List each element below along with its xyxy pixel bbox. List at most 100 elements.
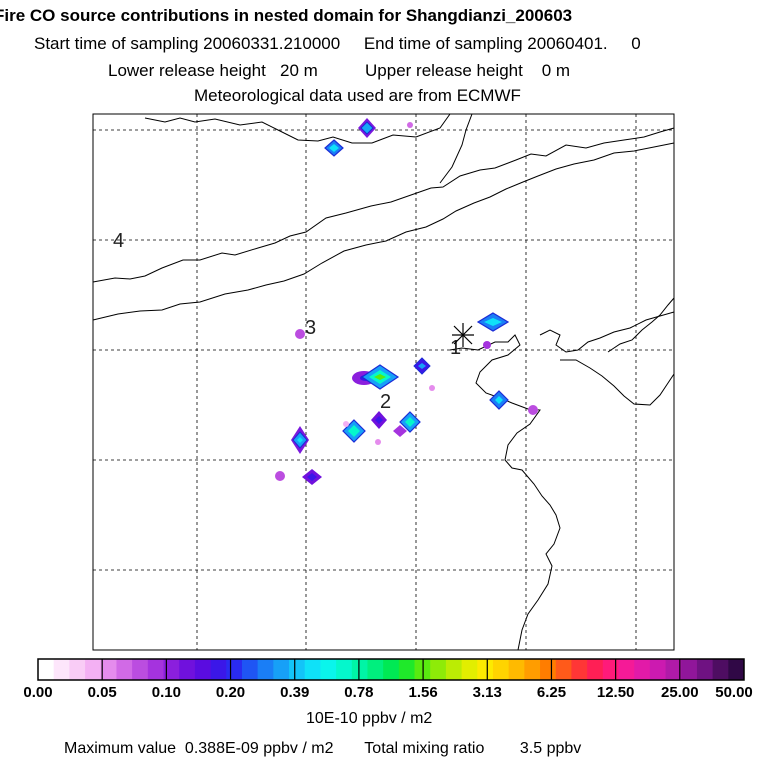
colorbar-swatch: [602, 659, 619, 680]
coastline-bay: [449, 334, 561, 651]
plume-p5: [295, 329, 305, 339]
plume-p11-inner: [495, 396, 503, 404]
colorbar-tick-label: 25.00: [661, 684, 699, 701]
colorbar-swatch: [38, 659, 55, 680]
plume-p12: [528, 405, 538, 415]
coastline-korea: [560, 359, 675, 406]
colorbar-swatch: [492, 659, 510, 680]
colorbar-swatch: [367, 659, 384, 680]
plume-layer: [275, 118, 538, 485]
border-south: [92, 142, 675, 321]
colorbar-swatch: [665, 659, 682, 680]
plume-p8: [360, 364, 400, 390]
colorbar-swatch: [210, 659, 227, 680]
colorbar-swatch: [477, 659, 494, 680]
colorbar-swatch: [696, 659, 714, 680]
colorbar-swatch: [712, 659, 729, 680]
colorbar-tick-label: 12.50: [596, 684, 635, 701]
colorbar-swatch: [351, 659, 368, 680]
colorbar-swatch: [508, 659, 525, 680]
colorbar-tick-label: 1.56: [408, 684, 438, 701]
colorbar-swatch: [540, 659, 557, 680]
colorbar-swatch: [304, 659, 321, 680]
plume-p10: [429, 385, 435, 391]
colorbar-swatch: [524, 659, 541, 680]
plume-p9-inner: [418, 363, 426, 369]
colorbar-swatch: [555, 659, 572, 680]
plume-p19-fringe-b: [375, 439, 381, 445]
plume-p13-inner: [375, 416, 383, 424]
plume-p3: [407, 122, 413, 128]
colorbar-tick-label: 0.20: [215, 684, 246, 701]
colorbar-swatch: [336, 659, 353, 680]
colorbar-swatch: [116, 659, 133, 680]
plume-p17: [291, 426, 309, 454]
plume-p19-fringe-a: [343, 421, 349, 427]
chart-title: Fire CO source contributions in nested d…: [0, 6, 573, 25]
colorbar-swatch: [194, 659, 212, 680]
coastline-north: [144, 113, 451, 144]
colorbar-swatch: [257, 659, 274, 680]
border-inner-north: [439, 113, 473, 184]
colorbar-swatch: [728, 659, 745, 680]
colorbar-swatch: [383, 659, 400, 680]
map-grid: [93, 114, 674, 650]
plume-p15-inner: [405, 417, 415, 427]
colorbar-swatch: [289, 659, 306, 680]
plume-p9: [413, 357, 431, 375]
colorbar-tick-label: 0.00: [23, 684, 53, 701]
met-data-line: Meteorological data used are from ECMWF: [194, 86, 521, 105]
colorbar-swatch: [681, 659, 698, 680]
colorbar-swatch: [634, 659, 651, 680]
plume-p11: [489, 390, 509, 410]
colorbar-swatch: [273, 659, 290, 680]
plume-p2-inner: [329, 144, 339, 152]
colorbar-tick-label: 0.10: [151, 684, 181, 701]
plume-p13: [371, 411, 387, 429]
plume-p2: [324, 139, 344, 157]
plume-p6: [483, 341, 491, 349]
colorbar-swatch: [85, 659, 102, 680]
colorbar-swatch: [618, 659, 635, 680]
footer-summary: Maximum value 0.388E-09 ppbv / m2 Total …: [64, 740, 582, 757]
map-label-3: 3: [305, 317, 316, 339]
plume-p16: [393, 425, 407, 437]
map-coastlines: [92, 113, 675, 651]
colorbar-tick-label: 0.78: [344, 684, 374, 701]
colorbar-swatch: [226, 659, 243, 680]
colorbar-swatch: [461, 659, 478, 680]
plume-p8-core: [374, 374, 386, 380]
plume-p18-inner: [307, 473, 317, 481]
colorbar-swatch: [132, 659, 149, 680]
colorbar: [37, 658, 745, 681]
plume-p1-inner: [360, 121, 374, 135]
release-height-line: Lower release height 20 m Upper release …: [108, 61, 571, 80]
colorbar-tick-label: 0.05: [87, 684, 117, 701]
map-labels: 4 3 2 1: [113, 230, 461, 413]
receptor-marker-icon: [452, 323, 474, 347]
border-main: [92, 127, 675, 283]
map-label-1: 1: [450, 337, 461, 359]
colorbar-swatch: [179, 659, 196, 680]
plume-p4-inner: [484, 318, 502, 326]
colorbar-swatch: [430, 659, 447, 680]
colorbar-swatch: [53, 659, 70, 680]
colorbar-swatch: [649, 659, 667, 680]
colorbar-swatch: [587, 659, 604, 680]
plume-p17-core: [297, 437, 303, 443]
colorbar-swatch: [100, 659, 117, 680]
plume-p18: [302, 469, 322, 485]
map-label-2: 2: [380, 391, 391, 413]
colorbar-tick-label: 6.25: [536, 684, 567, 701]
coastline-peninsula: [539, 311, 675, 353]
colorbar-swatch: [398, 659, 416, 680]
plume-p19: [275, 471, 285, 481]
sampling-time-line: Start time of sampling 20060331.210000 E…: [34, 34, 641, 53]
coastline-east: [607, 297, 675, 353]
colorbar-frame: [37, 658, 745, 681]
colorbar-tick-label: 0.39: [280, 684, 310, 701]
plume-p4: [476, 312, 510, 332]
plume-p1: [358, 118, 376, 138]
colorbar-swatch: [320, 659, 337, 680]
